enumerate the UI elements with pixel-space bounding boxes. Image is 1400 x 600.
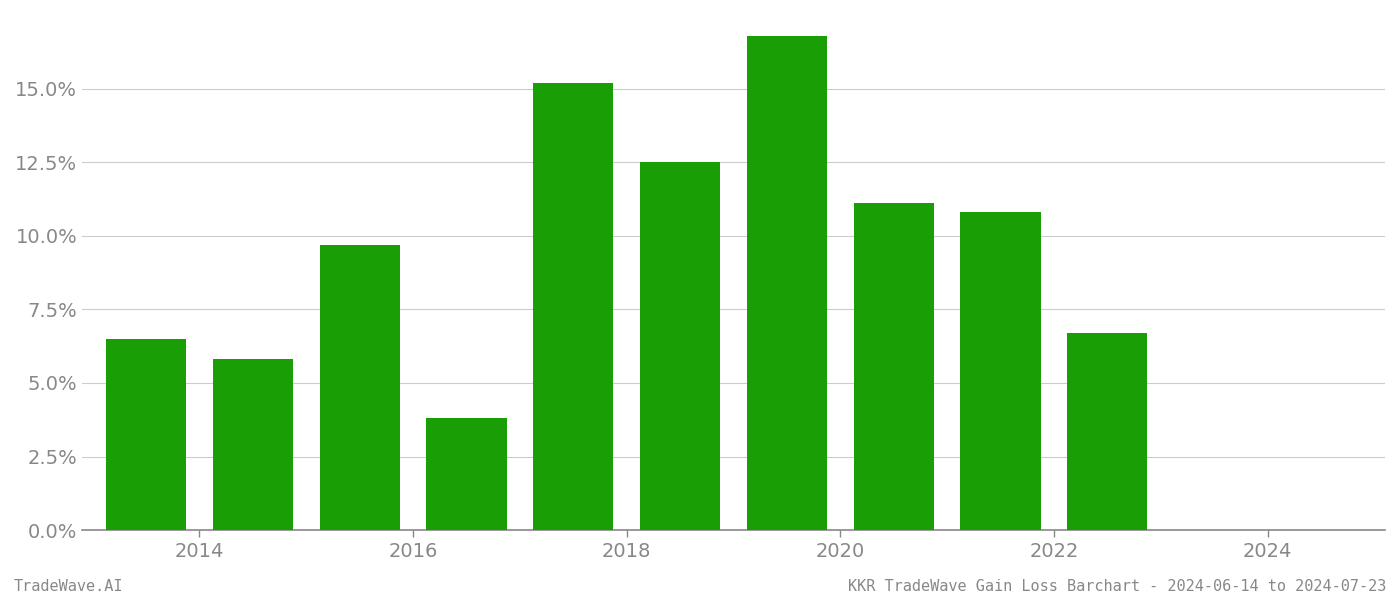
Bar [427,418,507,530]
Text: TradeWave.AI: TradeWave.AI [14,579,123,594]
Bar [746,35,827,530]
Bar [960,212,1040,530]
Bar [533,83,613,530]
Bar [640,162,720,530]
Bar [1067,333,1148,530]
Bar [319,245,400,530]
Bar [106,339,186,530]
Bar [213,359,293,530]
Bar [854,203,934,530]
Text: KKR TradeWave Gain Loss Barchart - 2024-06-14 to 2024-07-23: KKR TradeWave Gain Loss Barchart - 2024-… [847,579,1386,594]
